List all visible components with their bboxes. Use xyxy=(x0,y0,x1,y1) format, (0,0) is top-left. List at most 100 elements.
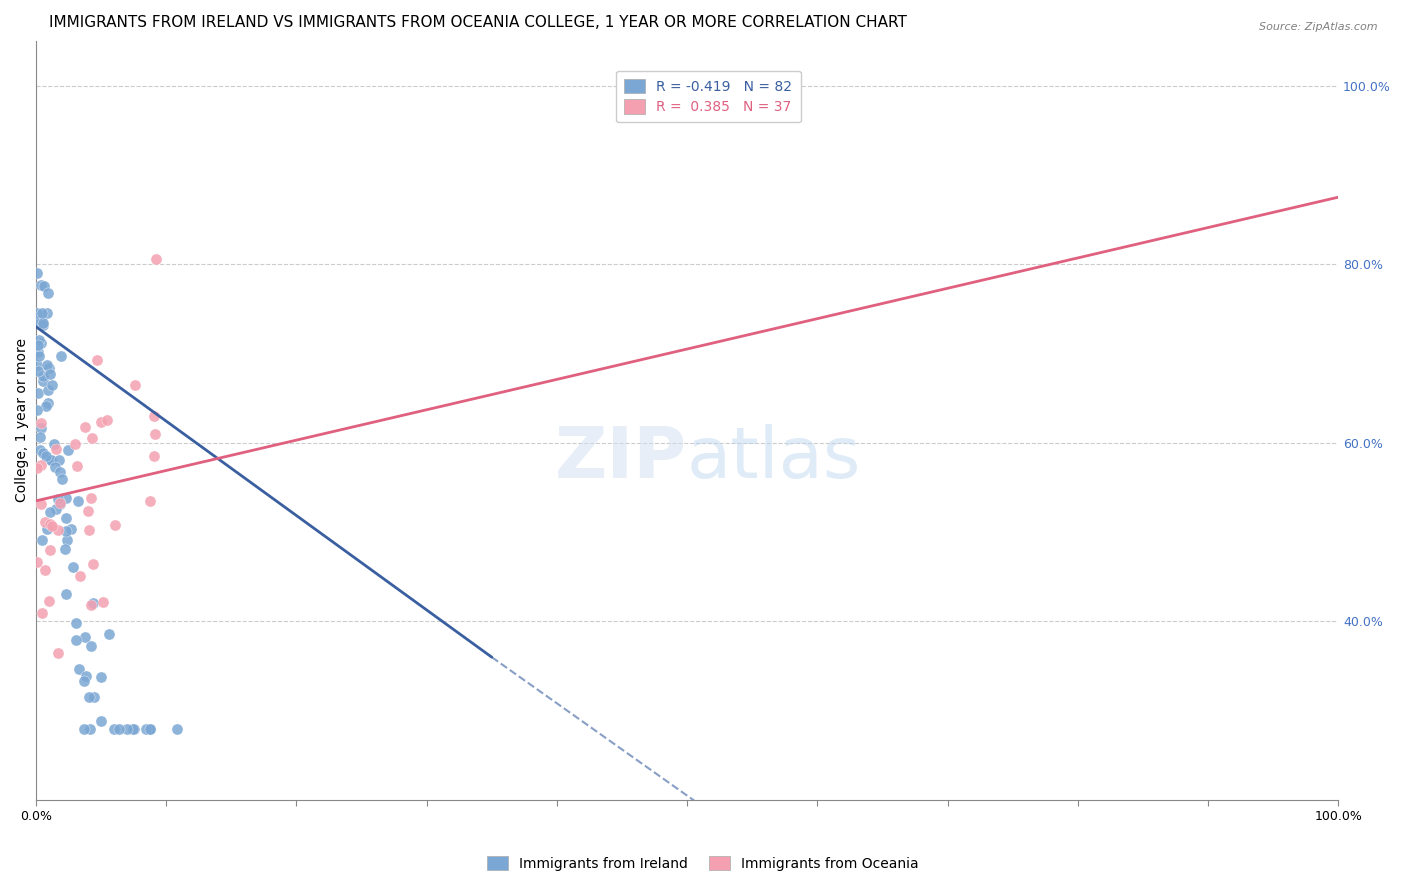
Text: ZIP: ZIP xyxy=(555,424,688,493)
Point xyxy=(30,497,52,511)
Point xyxy=(31,375,53,389)
Point xyxy=(77,504,100,518)
Point xyxy=(79,722,101,736)
Point xyxy=(27,386,49,401)
Point xyxy=(103,722,125,736)
Point xyxy=(49,496,72,510)
Point xyxy=(46,646,69,660)
Point xyxy=(55,510,77,524)
Point xyxy=(31,607,53,621)
Point xyxy=(30,458,52,472)
Point xyxy=(79,524,101,538)
Point xyxy=(166,722,188,736)
Point xyxy=(25,461,48,475)
Point xyxy=(55,491,77,505)
Point xyxy=(27,306,49,320)
Point xyxy=(96,413,118,427)
Point xyxy=(138,494,160,508)
Point xyxy=(41,519,63,533)
Point xyxy=(30,421,52,435)
Point xyxy=(25,555,48,569)
Point xyxy=(49,465,72,479)
Point xyxy=(67,494,90,508)
Point xyxy=(56,443,79,458)
Point xyxy=(60,522,83,536)
Point xyxy=(27,364,49,378)
Point xyxy=(39,452,62,467)
Point xyxy=(121,722,143,736)
Point xyxy=(82,558,104,572)
Point xyxy=(46,492,69,507)
Point xyxy=(67,662,90,676)
Point xyxy=(34,515,56,529)
Point xyxy=(79,598,101,612)
Point xyxy=(37,396,59,410)
Text: Source: ZipAtlas.com: Source: ZipAtlas.com xyxy=(1260,22,1378,32)
Point xyxy=(51,349,73,363)
Point xyxy=(27,267,49,281)
Point xyxy=(77,690,100,704)
Point xyxy=(135,722,157,736)
Point xyxy=(73,722,96,736)
Point xyxy=(37,522,59,536)
Point xyxy=(55,587,77,601)
Point xyxy=(30,336,52,351)
Point xyxy=(69,568,91,582)
Point xyxy=(45,501,67,516)
Point xyxy=(39,505,62,519)
Point xyxy=(25,358,48,372)
Point xyxy=(145,252,167,266)
Point xyxy=(124,378,146,392)
Legend: Immigrants from Ireland, Immigrants from Oceania: Immigrants from Ireland, Immigrants from… xyxy=(482,850,924,876)
Point xyxy=(98,627,121,641)
Point xyxy=(30,443,52,458)
Point xyxy=(39,543,62,558)
Point xyxy=(80,639,103,653)
Point xyxy=(80,491,103,506)
Point xyxy=(83,690,105,704)
Point xyxy=(139,722,162,736)
Point xyxy=(46,523,69,537)
Point xyxy=(32,278,55,293)
Point xyxy=(31,533,53,547)
Point xyxy=(80,431,103,445)
Point xyxy=(25,314,48,328)
Point xyxy=(90,714,112,728)
Point xyxy=(38,594,60,608)
Point xyxy=(25,403,48,417)
Point xyxy=(41,378,63,392)
Point xyxy=(44,436,66,450)
Point xyxy=(37,285,59,300)
Point xyxy=(122,722,145,736)
Point xyxy=(37,383,59,397)
Point xyxy=(90,415,112,429)
Point xyxy=(117,722,139,736)
Point xyxy=(35,358,58,372)
Point xyxy=(28,430,51,444)
Point xyxy=(35,449,58,463)
Point xyxy=(75,669,97,683)
Point xyxy=(55,533,77,547)
Point xyxy=(34,399,56,413)
Point xyxy=(34,563,56,577)
Point xyxy=(31,318,53,332)
Point xyxy=(28,333,51,347)
Point xyxy=(49,497,72,511)
Point xyxy=(93,595,115,609)
Text: atlas: atlas xyxy=(688,424,862,493)
Point xyxy=(73,420,96,434)
Point xyxy=(27,338,49,352)
Y-axis label: College, 1 year or more: College, 1 year or more xyxy=(15,338,30,502)
Point xyxy=(48,453,70,467)
Point xyxy=(45,442,67,457)
Point xyxy=(143,409,166,424)
Point xyxy=(39,517,62,532)
Point xyxy=(86,353,108,368)
Point xyxy=(62,560,84,574)
Point xyxy=(51,471,73,485)
Point xyxy=(73,674,96,689)
Point xyxy=(32,316,55,330)
Point xyxy=(30,277,52,292)
Point xyxy=(108,722,131,736)
Point xyxy=(65,437,87,451)
